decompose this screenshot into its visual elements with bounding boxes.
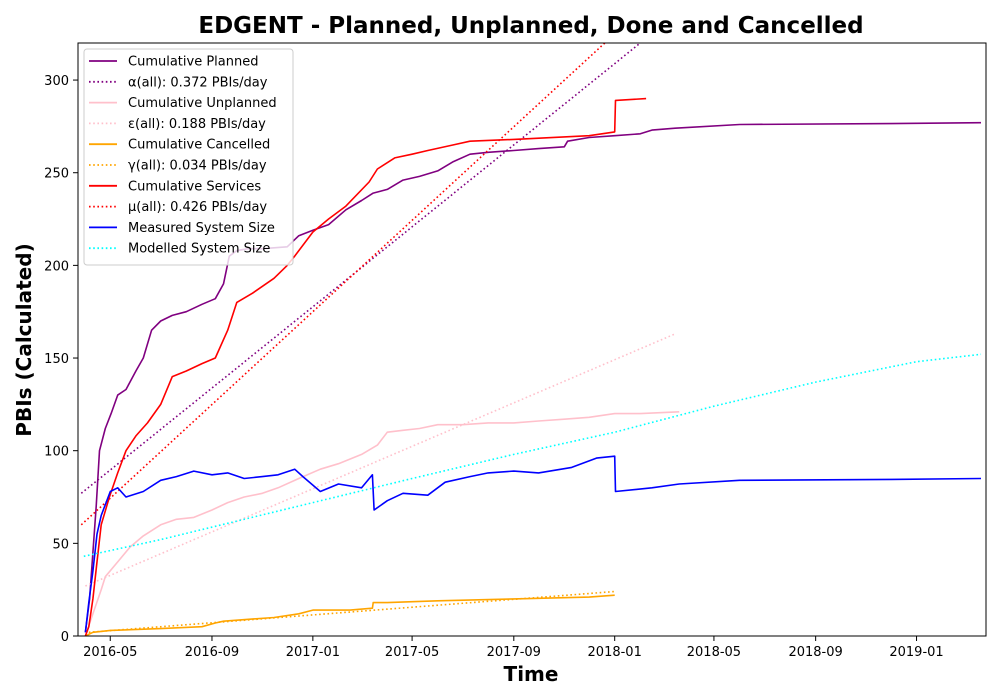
legend-item-cumulative-unplanned: Cumulative Unplanned [89, 96, 277, 111]
series-line-measured-system-size [84, 455, 982, 633]
legend-item-all-0-426-pbis-day: μ(all): 0.426 PBIs/day [89, 200, 267, 215]
y-tick-label: 200 [44, 259, 69, 274]
series-line-all-0-188-pbis-day [85, 333, 676, 587]
x-axis-label: Time [504, 662, 559, 686]
y-tick-label: 50 [52, 537, 69, 552]
x-tick-label: 2016-09 [185, 645, 239, 660]
x-tick-label: 2018-01 [588, 645, 642, 660]
legend-label: γ(all): 0.034 PBIs/day [128, 159, 267, 174]
legend-label: α(all): 0.372 PBIs/day [128, 75, 268, 90]
x-axis: 2016-05 2016-09 2017-01 2017-05 2017-09 2018-… [83, 636, 944, 660]
x-tick-label: 2016-05 [83, 645, 137, 660]
legend-label: Measured System Size [128, 221, 275, 236]
x-tick-label: 2018-09 [788, 645, 842, 660]
legend-item-modelled-system-size: Modelled System Size [89, 242, 270, 257]
series-line-cumulative-cancelled [85, 594, 615, 636]
legend-item-measured-system-size: Measured System Size [89, 221, 275, 236]
y-axis: 0 50 100 150 200 250 300 [44, 74, 78, 645]
x-tick-label: 2017-09 [487, 645, 541, 660]
series-line-cumulative-services [84, 97, 647, 636]
y-tick-label: 300 [44, 74, 69, 89]
legend-label: Cumulative Planned [128, 55, 258, 70]
legend-label: μ(all): 0.426 PBIs/day [128, 200, 267, 215]
legend-label: Cumulative Services [128, 179, 261, 194]
legend-label: Cumulative Unplanned [128, 96, 277, 111]
legend-item-all-0-188-pbis-day: ε(all): 0.188 PBIs/day [89, 117, 266, 132]
legend-label: ε(all): 0.188 PBIs/day [128, 117, 266, 132]
y-axis-label: PBIs (Calculated) [12, 243, 36, 436]
chart-title: EDGENT - Planned, Unplanned, Done and Ca… [198, 13, 863, 39]
y-tick-label: 150 [44, 352, 69, 367]
y-tick-label: 100 [44, 445, 69, 460]
series-line-cumulative-unplanned [84, 411, 680, 636]
legend-item-cumulative-services: Cumulative Services [89, 179, 261, 194]
legend: Cumulative Planned α(all): 0.372 PBIs/day… [83, 48, 294, 266]
series-line-cumulative-planned [84, 121, 982, 633]
legend-item-cumulative-cancelled: Cumulative Cancelled [89, 138, 270, 153]
series-line-all-0-426-pbis-day [80, 43, 606, 526]
plot-area [80, 43, 982, 636]
x-tick-label: 2017-01 [286, 645, 340, 660]
series-line-modelled-system-size [83, 353, 982, 558]
x-tick-label: 2019-01 [889, 645, 943, 660]
x-tick-label: 2017-05 [385, 645, 439, 660]
legend-label: Modelled System Size [128, 242, 270, 257]
y-tick-label: 250 [44, 167, 69, 182]
x-tick-label: 2018-05 [687, 645, 741, 660]
legend-item-cumulative-planned: Cumulative Planned [89, 55, 258, 70]
legend-box [83, 48, 294, 266]
y-tick-label: 0 [61, 630, 69, 645]
legend-item-all-0-372-pbis-day: α(all): 0.372 PBIs/day [89, 75, 268, 90]
legend-label: Cumulative Cancelled [128, 138, 270, 153]
legend-item-all-0-034-pbis-day: γ(all): 0.034 PBIs/day [89, 159, 267, 174]
plot-frame [77, 42, 987, 637]
